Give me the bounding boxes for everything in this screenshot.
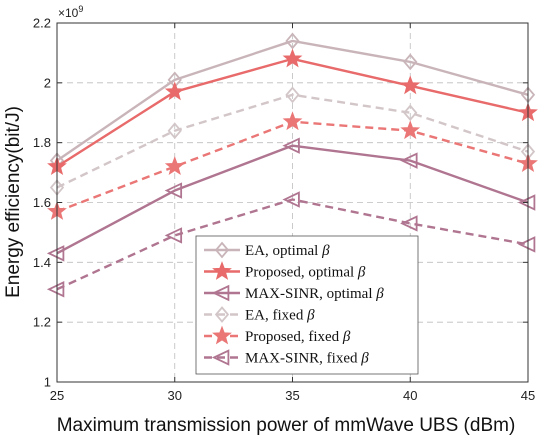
legend-label: EA, optimal β (245, 243, 330, 259)
data-point-marker (400, 120, 421, 140)
legend-label: MAX-SINR, fixed β (245, 351, 369, 367)
legend-marker (211, 349, 230, 366)
legend-marker (211, 284, 230, 302)
data-point-marker (167, 122, 182, 140)
data-point-marker (285, 32, 300, 50)
data-point-marker (282, 191, 300, 208)
y-axis-title: Energy efficiency(bit/J) (3, 106, 24, 298)
x-tick-label: 30 (168, 388, 182, 403)
data-point-marker (164, 81, 185, 101)
series-lines (46, 32, 538, 298)
legend-box (195, 235, 419, 375)
y-tick-label: 1 (44, 375, 51, 390)
x-tick-label: 40 (403, 388, 417, 403)
legend-label: Proposed, fixed β (245, 329, 351, 345)
legend-marker (214, 241, 230, 259)
data-point-marker (46, 245, 65, 262)
y-tick-label: 1.6 (33, 195, 51, 210)
data-point-marker (400, 215, 418, 232)
series-line (56, 93, 529, 189)
data-point-marker (400, 152, 418, 169)
x-tick-label: 35 (285, 388, 299, 403)
data-point-marker (403, 104, 418, 122)
legend-label: EA, fixed β (245, 308, 315, 324)
legend-entry: EA, fixed β (204, 306, 315, 324)
data-point-marker (282, 111, 303, 131)
data-point-marker (164, 156, 185, 176)
y-tick-label: 2 (44, 75, 51, 90)
legend: EA, optimal β Proposed, optimal β MAX-SINR… (195, 235, 419, 375)
data-point-marker (403, 53, 418, 71)
data-point-marker (164, 182, 183, 199)
axes (56, 22, 529, 383)
legend-entry: Proposed, fixed β (204, 325, 351, 345)
y-axis-exponent: ×109 (58, 4, 83, 20)
data-point-marker (517, 236, 536, 253)
series-line (56, 144, 529, 255)
y-tick-label: 1.4 (33, 255, 51, 270)
series-4 (49, 86, 536, 196)
y-tick-label: 1.2 (33, 315, 51, 330)
data-point-marker (282, 48, 303, 68)
tick-labels: 25 30 35 40 45 1 1.2 1.4 1.6 1.8 2 2.2 (33, 16, 535, 404)
data-point-marker (164, 227, 183, 244)
y-tick-label: 1.8 (33, 135, 51, 150)
legend-entry: Proposed, optimal β (204, 261, 366, 281)
legend-marker (212, 325, 232, 345)
legend-label: MAX-SINR, optimal β (245, 286, 384, 302)
legend-entry: MAX-SINR, optimal β (204, 284, 384, 302)
legend-entry: EA, optimal β (204, 241, 330, 259)
x-axis-title: Maximum transmission power of mmWave UBS… (57, 415, 516, 436)
series-6 (46, 191, 536, 298)
x-tick-label: 25 (50, 388, 64, 403)
data-point-marker (517, 194, 536, 211)
legend-entry: MAX-SINR, fixed β (204, 349, 369, 367)
series-line (56, 198, 529, 291)
data-point-marker (282, 137, 300, 154)
legend-marker (214, 306, 230, 323)
data-point-marker (285, 86, 300, 104)
x-tick-label: 45 (521, 388, 535, 403)
y-tick-label: 2.2 (33, 16, 51, 31)
data-point-marker (46, 281, 65, 298)
legend-label: Proposed, optimal β (245, 265, 366, 281)
data-point-marker (400, 75, 421, 95)
series-3 (46, 137, 536, 262)
series-line (56, 39, 529, 162)
legend-marker (212, 261, 232, 280)
